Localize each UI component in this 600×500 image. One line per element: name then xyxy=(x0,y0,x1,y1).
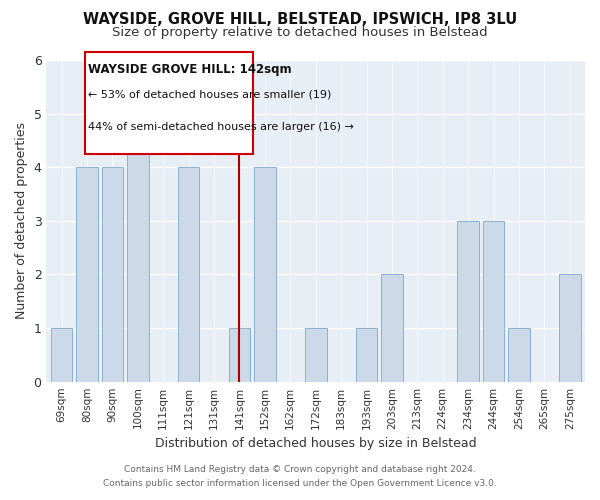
Bar xyxy=(76,167,98,382)
Text: WAYSIDE GROVE HILL: 142sqm: WAYSIDE GROVE HILL: 142sqm xyxy=(88,63,292,76)
Bar xyxy=(101,167,123,382)
Bar xyxy=(508,328,530,382)
Bar xyxy=(381,274,403,382)
FancyBboxPatch shape xyxy=(85,52,253,154)
Bar xyxy=(229,328,250,382)
Text: Contains HM Land Registry data © Crown copyright and database right 2024.
Contai: Contains HM Land Registry data © Crown c… xyxy=(103,466,497,487)
Bar xyxy=(483,221,505,382)
Bar xyxy=(254,167,275,382)
Bar xyxy=(127,114,149,382)
Bar xyxy=(559,274,581,382)
Bar xyxy=(178,167,199,382)
X-axis label: Distribution of detached houses by size in Belstead: Distribution of detached houses by size … xyxy=(155,437,476,450)
Bar xyxy=(305,328,326,382)
Y-axis label: Number of detached properties: Number of detached properties xyxy=(15,122,28,320)
Text: ← 53% of detached houses are smaller (19): ← 53% of detached houses are smaller (19… xyxy=(88,90,332,100)
Bar xyxy=(457,221,479,382)
Text: WAYSIDE, GROVE HILL, BELSTEAD, IPSWICH, IP8 3LU: WAYSIDE, GROVE HILL, BELSTEAD, IPSWICH, … xyxy=(83,12,517,28)
Text: 44% of semi-detached houses are larger (16) →: 44% of semi-detached houses are larger (… xyxy=(88,122,354,132)
Bar xyxy=(356,328,377,382)
Bar xyxy=(51,328,73,382)
Text: Size of property relative to detached houses in Belstead: Size of property relative to detached ho… xyxy=(112,26,488,39)
